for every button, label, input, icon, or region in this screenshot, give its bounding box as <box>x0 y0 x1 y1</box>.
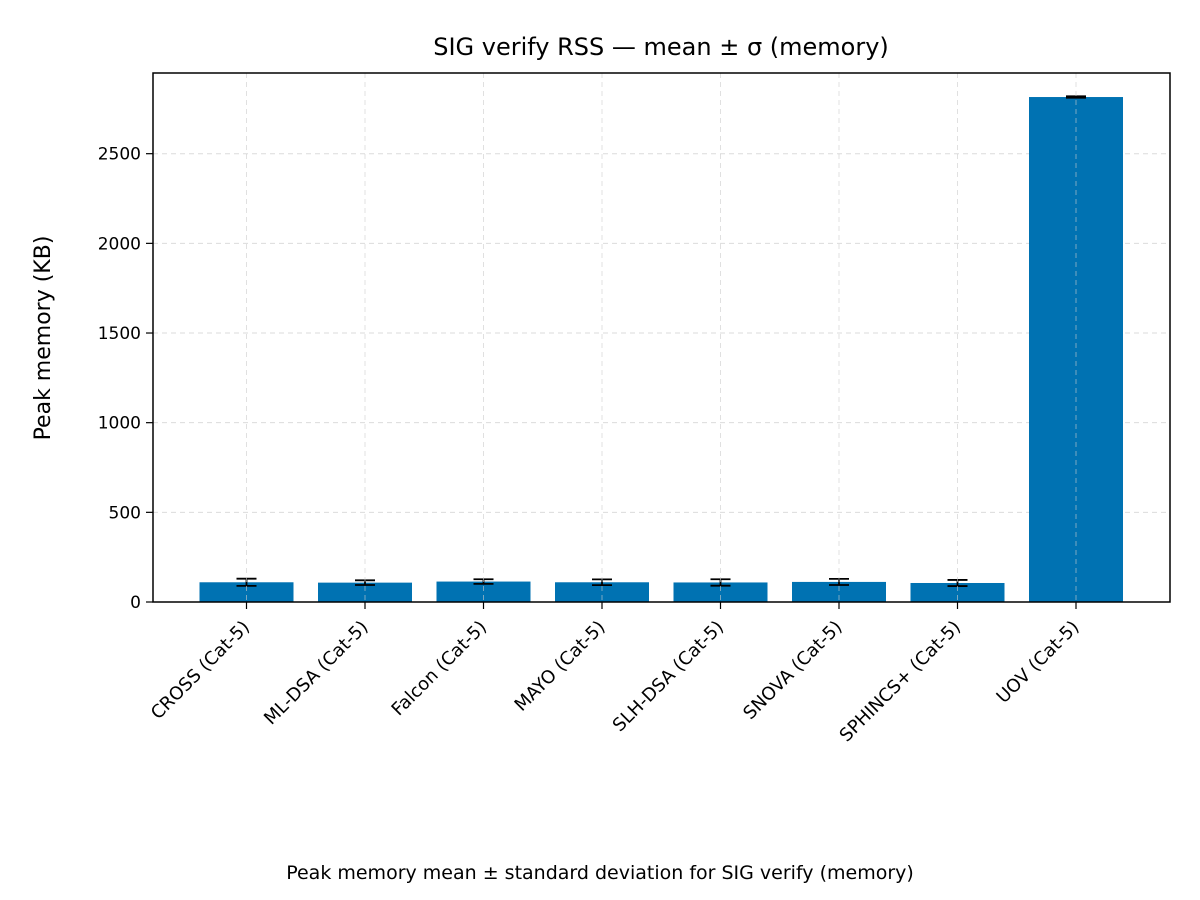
x-tick-label: SPHINCS+ (Cat-5) <box>836 617 965 746</box>
y-tick-label: 1500 <box>98 324 141 344</box>
y-axis-label: Peak memory (KB) <box>31 236 56 441</box>
x-tick-label: UOV (Cat-5) <box>993 617 1084 708</box>
x-tick-label: MAYO (Cat-5) <box>511 617 610 716</box>
x-tick-label: Falcon (Cat-5) <box>387 617 491 721</box>
y-tick-label: 500 <box>109 503 141 523</box>
x-tick-label: CROSS (Cat-5) <box>147 617 254 724</box>
vertical-grid-lines <box>246 73 1077 602</box>
y-axis-ticks: 0 500 1000 1500 2000 2500 <box>98 145 153 613</box>
y-tick-label: 1000 <box>98 414 141 434</box>
y-tick-label: 0 <box>130 593 141 613</box>
bar <box>792 581 886 602</box>
x-tick-label: SNOVA (Cat-5) <box>739 617 846 724</box>
bar <box>555 582 649 602</box>
y-tick-label: 2000 <box>98 234 141 254</box>
figure-caption: Peak memory mean ± standard deviation fo… <box>286 862 914 884</box>
x-axis-ticks: CROSS (Cat-5) ML-DSA (Cat-5) Falcon (Cat-5… <box>147 602 1084 746</box>
y-tick-label: 2500 <box>98 145 141 165</box>
bar <box>199 582 294 602</box>
x-tick-label: ML-DSA (Cat-5) <box>260 617 372 729</box>
bar <box>318 582 412 602</box>
bar <box>910 582 1005 602</box>
grid-lines <box>153 153 1170 603</box>
bar <box>436 581 531 602</box>
chart-title: SIG verify RSS — mean ± σ (memory) <box>433 33 889 61</box>
plot-frame <box>152 72 1171 603</box>
x-tick-label: SLH-DSA (Cat-5) <box>609 617 728 736</box>
bar <box>673 582 768 602</box>
bars-group <box>199 97 1123 603</box>
